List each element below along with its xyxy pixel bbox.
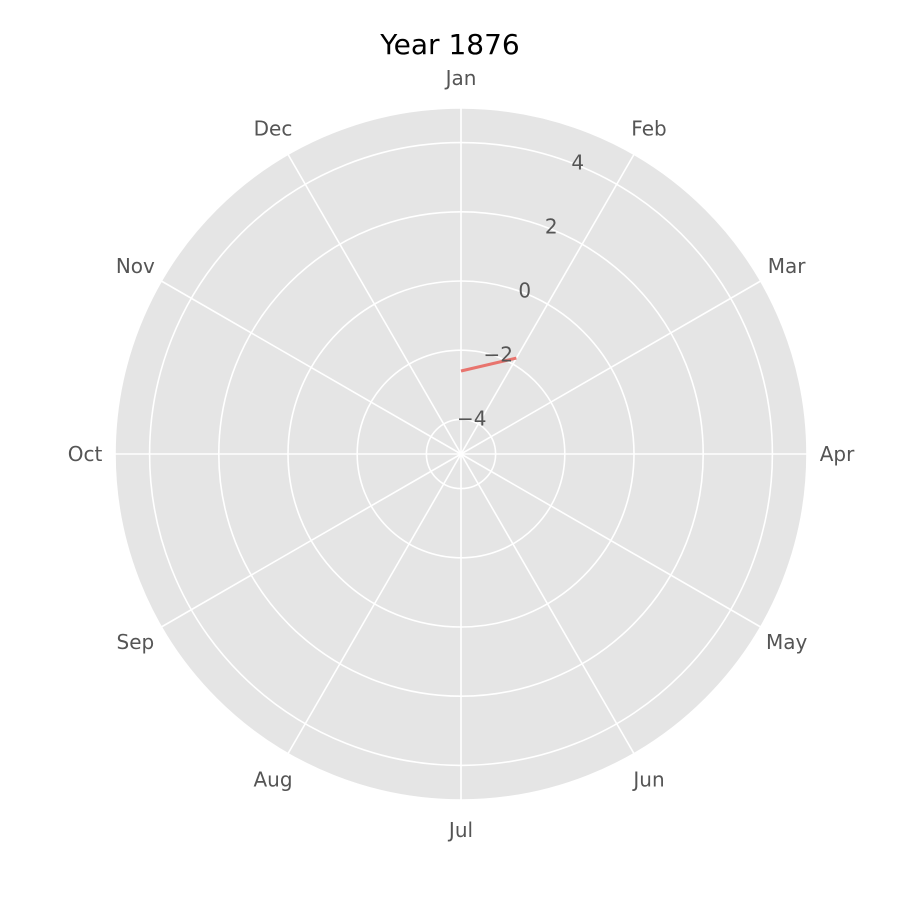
angular-tick-label: Nov: [116, 254, 155, 278]
radial-tick-label: 0: [518, 278, 531, 302]
series-line: [460, 356, 517, 373]
angular-tick-label: Oct: [68, 442, 103, 466]
angular-tick-label: Jan: [444, 66, 477, 90]
angular-tick-label: Apr: [820, 442, 855, 466]
angular-gridline: [460, 280, 762, 455]
angular-tick-label: Feb: [631, 116, 666, 140]
angular-tick-label: Jul: [447, 818, 473, 842]
angular-tick-label: Jun: [631, 768, 664, 792]
angular-tick-label: Dec: [254, 116, 293, 140]
radial-tick-label: 2: [545, 215, 558, 239]
radial-tick-label: −2: [484, 342, 513, 366]
polar-frame: [114, 107, 808, 801]
angular-gridline: [460, 453, 635, 755]
angular-gridline: [160, 280, 462, 455]
angular-tick-label: Aug: [253, 768, 292, 792]
angular-tick-label: Sep: [117, 630, 155, 654]
angular-tick-label: Mar: [768, 254, 807, 278]
angular-gridline: [287, 153, 462, 455]
angular-gridline: [460, 153, 635, 455]
radial-tick-label: −4: [457, 406, 486, 430]
angular-tick-label: May: [766, 630, 808, 654]
angular-gridline: [287, 453, 462, 755]
radial-tick-label: 4: [571, 151, 584, 175]
chart-title: Year 1876: [380, 28, 520, 61]
angular-gridline: [460, 453, 762, 628]
angular-gridline: [160, 453, 462, 628]
